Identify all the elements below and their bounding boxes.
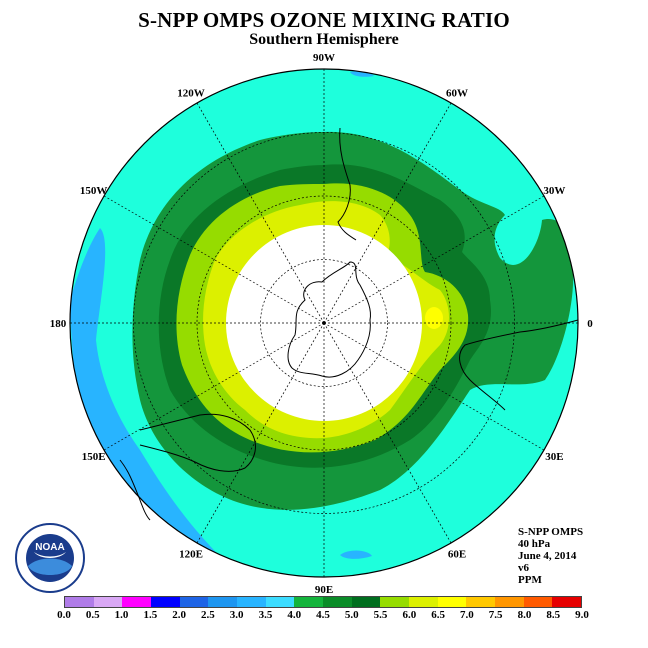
colorbar-swatch: [208, 597, 238, 607]
colorbar-swatch: [151, 597, 180, 607]
info-instrument: S-NPP OMPS: [518, 526, 584, 538]
colorbar-swatch: [93, 597, 123, 607]
colorbar-swatch: [409, 597, 438, 607]
page-subtitle: Southern Hemisphere: [249, 31, 399, 48]
antarctica-coastline: [287, 261, 371, 378]
longitude-label: 30E: [545, 451, 563, 463]
info-units: PPM: [518, 574, 542, 586]
colorbar-tick-label: 4.5: [316, 609, 330, 621]
colorbar-swatch: [179, 597, 209, 607]
africa-coastline: [459, 319, 579, 411]
info-version: v6: [518, 562, 529, 574]
info-block: S-NPP OMPS 40 hPa June 4, 2014 v6 PPM: [518, 526, 583, 586]
longitude-label: 150W: [80, 185, 108, 197]
contour-band-6-0: [425, 307, 443, 329]
colorbar-swatch: [265, 597, 295, 607]
colorbar-swatch: [351, 597, 381, 607]
colorbar-tick-label: 0.0: [57, 609, 71, 621]
colorbar-tick-label: 2.0: [172, 609, 186, 621]
latitude-circle: [260, 259, 388, 387]
info-date: June 4, 2014: [518, 550, 577, 562]
colorbar-swatch: [294, 597, 324, 607]
colorbar-tick-label: 5.5: [373, 609, 388, 621]
noaa-logo-text: NOAA: [35, 542, 64, 553]
colorbar-swatch: [65, 597, 94, 607]
new-zealand-coastline: [119, 459, 151, 521]
map-boundary: [69, 68, 579, 578]
colorbar-tick-label: 3.0: [229, 609, 244, 621]
colorbar-swatch: [237, 597, 266, 607]
colorbar-tick-label: 3.5: [258, 609, 273, 621]
longitude-label: 120E: [179, 548, 203, 560]
colorbar-tick-label: 0.5: [85, 609, 100, 621]
colorbar-swatch: [323, 597, 352, 607]
colorbar-tick-label: 6.5: [431, 609, 445, 621]
info-level: 40 hPa: [518, 538, 551, 550]
latitude-circle: [133, 132, 515, 514]
colorbar: [64, 596, 582, 608]
longitude-label: 180: [50, 318, 67, 330]
colorbar-swatch: [466, 597, 496, 607]
longitude-label: 60E: [448, 548, 466, 560]
colorbar-tick-label: 8.5: [546, 609, 561, 621]
australia-coastline: [139, 413, 256, 472]
colorbar-tick-label: 7.5: [488, 609, 503, 621]
longitude-label: 150E: [82, 451, 106, 463]
colorbar-tick-label: 7.0: [460, 609, 474, 621]
longitude-label: 90W: [313, 52, 335, 64]
colorbar-tick-label: 9.0: [575, 609, 589, 621]
colorbar-tick-label: 8.0: [517, 609, 532, 621]
longitude-label: 120W: [177, 88, 205, 100]
south-pole-marker: [322, 321, 326, 325]
latitude-circle: [196, 195, 452, 451]
longitude-label: 30W: [543, 185, 565, 197]
contour-band-3-0: [340, 550, 372, 559]
colorbar-tick-label: 1.5: [143, 609, 158, 621]
coastlines: [119, 127, 579, 521]
noaa-logo: NOAA: [14, 522, 86, 599]
graticule: [70, 69, 578, 577]
longitude-labels: 0 30E 60E 90E 120E 150E 180 150W 120W 90W 60W 30W: [50, 52, 594, 596]
colorbar-swatch: [122, 597, 152, 607]
contour-band-3-0: [350, 71, 374, 77]
colorbar-tick-label: 6.0: [402, 609, 417, 621]
longitude-label: 0: [587, 318, 593, 330]
colorbar-swatch: [495, 597, 524, 607]
colorbar-tick-label: 1.0: [114, 609, 129, 621]
colorbar-tick-label: 4.0: [287, 609, 302, 621]
page-title: S-NPP OMPS OZONE MIXING RATIO: [138, 8, 510, 32]
colorbar-swatch: [523, 597, 553, 607]
longitude-label: 90E: [315, 584, 333, 596]
colorbar-tick-label: 5.0: [344, 609, 359, 621]
colorbar-swatch: [552, 597, 582, 607]
longitude-label: 60W: [446, 88, 468, 100]
south-america-coastline: [337, 127, 357, 241]
colorbar-tick-labels: 0.0 0.5 1.0 1.5 2.0 2.5 3.0 3.5 4.0 4.5 5.0 5.5 6.0 6…: [56, 609, 596, 623]
colorbar-swatch: [380, 597, 410, 607]
colorbar-tick-label: 2.5: [201, 609, 215, 621]
colorbar-swatch: [437, 597, 467, 607]
